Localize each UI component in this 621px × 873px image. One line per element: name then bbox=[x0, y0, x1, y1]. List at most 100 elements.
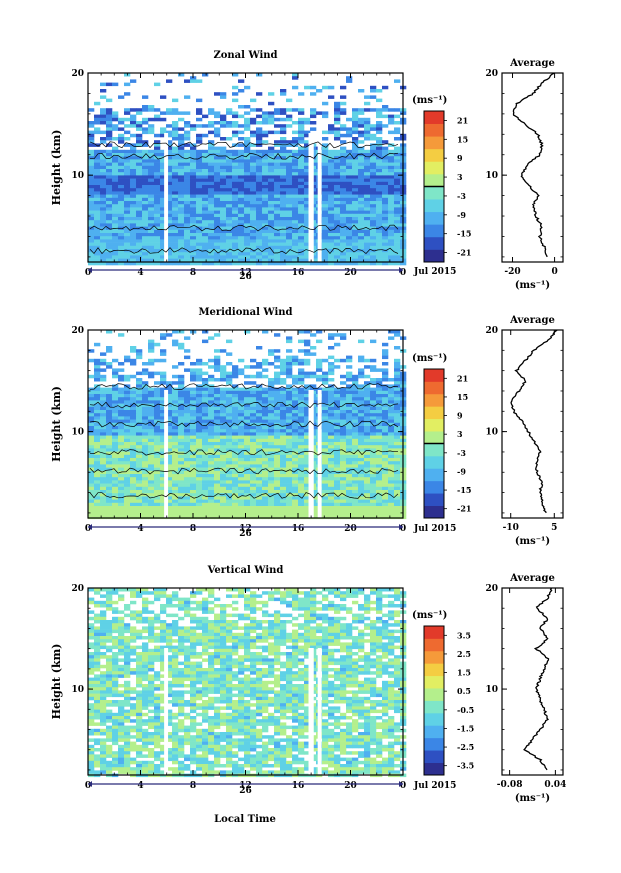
zonal-average-title: Average bbox=[509, 58, 555, 69]
zonal-title: Zonal Wind bbox=[213, 50, 277, 61]
zonal-contours bbox=[89, 141, 399, 255]
zonal-x-tick-label: 8 bbox=[190, 268, 196, 278]
meridional-colorbar-tick: -3 bbox=[457, 448, 466, 458]
vertical-x-tick-label: 16 bbox=[292, 781, 305, 791]
vertical-average-title: Average bbox=[509, 573, 555, 584]
meridional-colorbar-units: (ms⁻¹) bbox=[412, 353, 447, 364]
vertical-average-profile bbox=[523, 587, 553, 771]
zonal-colorbar-tick: -15 bbox=[457, 229, 471, 239]
meridional-data-gap bbox=[308, 390, 314, 518]
vertical-y-tick-label: 10 bbox=[71, 685, 84, 695]
zonal-colorbar-tick: -9 bbox=[457, 210, 466, 220]
zonal-average-y-tick: 20 bbox=[485, 69, 498, 79]
zonal-colorbar-units: (ms⁻¹) bbox=[412, 95, 447, 106]
vertical-x-tick-label: 8 bbox=[190, 781, 196, 791]
meridional-average-x-tick: -10 bbox=[503, 523, 519, 533]
zonal-colorbar-tick: 15 bbox=[457, 134, 468, 144]
zonal-average-x-tick: -20 bbox=[504, 267, 520, 277]
vertical-average-y-tick: 20 bbox=[485, 584, 498, 594]
meridional-colorbar-tick: -9 bbox=[457, 466, 466, 476]
zonal-colorbar: 21 15 9 3 -3 -9 -15 -21 bbox=[423, 110, 471, 263]
meridional-average-y-tick: 10 bbox=[485, 428, 498, 438]
zonal-average-panel: Average -20 0 20 10 (ms⁻¹) bbox=[485, 58, 564, 291]
zonal-data-gap bbox=[308, 133, 314, 262]
meridional-x-tick-label: 4 bbox=[137, 524, 143, 534]
vertical-colorbar-tick: -3.5 bbox=[457, 761, 474, 771]
zonal-colorbar-tick: 9 bbox=[457, 153, 463, 163]
meridional-colorbar-tick: -21 bbox=[457, 504, 471, 514]
vertical-heatmap bbox=[88, 588, 407, 778]
vertical-y-tick-label: 20 bbox=[71, 584, 84, 594]
vertical-x-tick-label: 12 bbox=[239, 781, 252, 791]
zonal-heatmap bbox=[88, 73, 407, 266]
vertical-data-gap bbox=[164, 648, 169, 775]
meridional-colorbar-tick: 3 bbox=[457, 429, 463, 439]
meridional-average-profile bbox=[510, 329, 558, 514]
meridional-contours bbox=[89, 383, 399, 499]
meridional-colorbar: 21 15 9 3 -3 -9 -15 -21 bbox=[423, 368, 471, 519]
meridional-x-tick-label: 0 bbox=[85, 524, 91, 534]
meridional-x-tick-label: 20 bbox=[344, 524, 357, 534]
zonal-average-units: (ms⁻¹) bbox=[515, 280, 550, 291]
zonal-x-tick-label: 12 bbox=[239, 268, 252, 278]
vertical-average-units: (ms⁻¹) bbox=[515, 793, 550, 804]
meridional-x-tick-label: 8 bbox=[190, 524, 196, 534]
vertical-average-panel: Average -0.08 0.04 20 10 (ms⁻¹) bbox=[485, 573, 566, 804]
vertical-colorbar-tick: -2.5 bbox=[457, 742, 474, 752]
vertical-colorbar: 3.5 2.5 1.5 0.5 -0.5 -1.5 -2.5 -3.5 bbox=[423, 625, 474, 776]
vertical-average-x-tick: 0.04 bbox=[544, 780, 566, 790]
meridional-y-tick-label: 10 bbox=[71, 428, 84, 438]
meridional-average-y-tick: 20 bbox=[485, 326, 498, 336]
meridional-x-tick-label: 16 bbox=[292, 524, 305, 534]
meridional-y-tick-label: 20 bbox=[71, 326, 84, 336]
vertical-x-tick-label: 20 bbox=[344, 781, 357, 791]
vertical-day-label: 26 bbox=[239, 786, 252, 796]
zonal-data-gap bbox=[164, 133, 169, 262]
zonal-colorbar-tick: -21 bbox=[457, 248, 471, 258]
zonal-x-tick-label: 0 bbox=[85, 268, 91, 278]
meridional-colorbar-tick: -15 bbox=[457, 485, 471, 495]
meridional-colorbar-tick: 21 bbox=[457, 373, 468, 383]
zonal-x-tick-label: 16 bbox=[292, 268, 305, 278]
zonal-y-tick-label: 20 bbox=[71, 69, 84, 79]
vertical-x-tick-label: 0 bbox=[400, 781, 406, 791]
vertical-title: Vertical Wind bbox=[207, 565, 284, 576]
meridional-average-units: (ms⁻¹) bbox=[515, 536, 550, 547]
zonal-data-gap bbox=[317, 133, 322, 262]
meridional-x-tick-label: 0 bbox=[400, 524, 406, 534]
meridional-date-label: Jul 2015 bbox=[413, 524, 456, 534]
meridional-average-panel: Average -10 5 20 10 (ms⁻¹) bbox=[485, 315, 564, 547]
zonal-average-profile bbox=[512, 72, 555, 258]
meridional-day-label: 26 bbox=[239, 529, 252, 539]
local-time-xlabel: Local Time bbox=[214, 814, 276, 825]
zonal-date-label: Jul 2015 bbox=[413, 267, 456, 277]
zonal-average-x-tick: 0 bbox=[551, 267, 557, 277]
vertical-average-y-tick: 10 bbox=[485, 685, 498, 695]
zonal-ylabel: Height (km) bbox=[50, 130, 63, 206]
vertical-colorbar-tick: 3.5 bbox=[457, 630, 471, 640]
zonal-x-tick-label: 0 bbox=[400, 268, 406, 278]
vertical-colorbar-tick: 2.5 bbox=[457, 649, 471, 659]
zonal-colorbar-tick: 3 bbox=[457, 172, 463, 182]
vertical-x-tick-label: 0 bbox=[85, 781, 91, 791]
vertical-x-tick-label: 4 bbox=[137, 781, 143, 791]
zonal-x-tick-label: 20 bbox=[344, 268, 357, 278]
zonal-average-y-tick: 10 bbox=[485, 171, 498, 181]
vertical-panel: Vertical Wind 0 4 8 12 16 20 0 20 10 Height (km) 26… bbox=[50, 565, 566, 804]
zonal-colorbar-tick: -3 bbox=[457, 191, 466, 201]
meridional-data-gap bbox=[164, 390, 169, 518]
vertical-date-label: Jul 2015 bbox=[413, 781, 456, 791]
vertical-colorbar-tick: 0.5 bbox=[457, 686, 471, 696]
meridional-colorbar-tick: 15 bbox=[457, 392, 468, 402]
vertical-data-gap bbox=[317, 648, 322, 775]
vertical-colorbar-units: (ms⁻¹) bbox=[412, 610, 447, 621]
meridional-ylabel: Height (km) bbox=[50, 386, 63, 462]
vertical-average-x-tick: -0.08 bbox=[497, 780, 523, 790]
vertical-colorbar-tick: 1.5 bbox=[457, 668, 471, 678]
vertical-ylabel: Height (km) bbox=[50, 644, 63, 720]
meridional-title: Meridional Wind bbox=[198, 307, 292, 318]
zonal-panel: Zonal Wind 0 4 8 12 16 20 0 20 10 Height (km) 26 Jul… bbox=[50, 50, 564, 291]
zonal-colorbar-tick: 21 bbox=[457, 115, 468, 125]
meridional-colorbar-tick: 9 bbox=[457, 411, 463, 421]
